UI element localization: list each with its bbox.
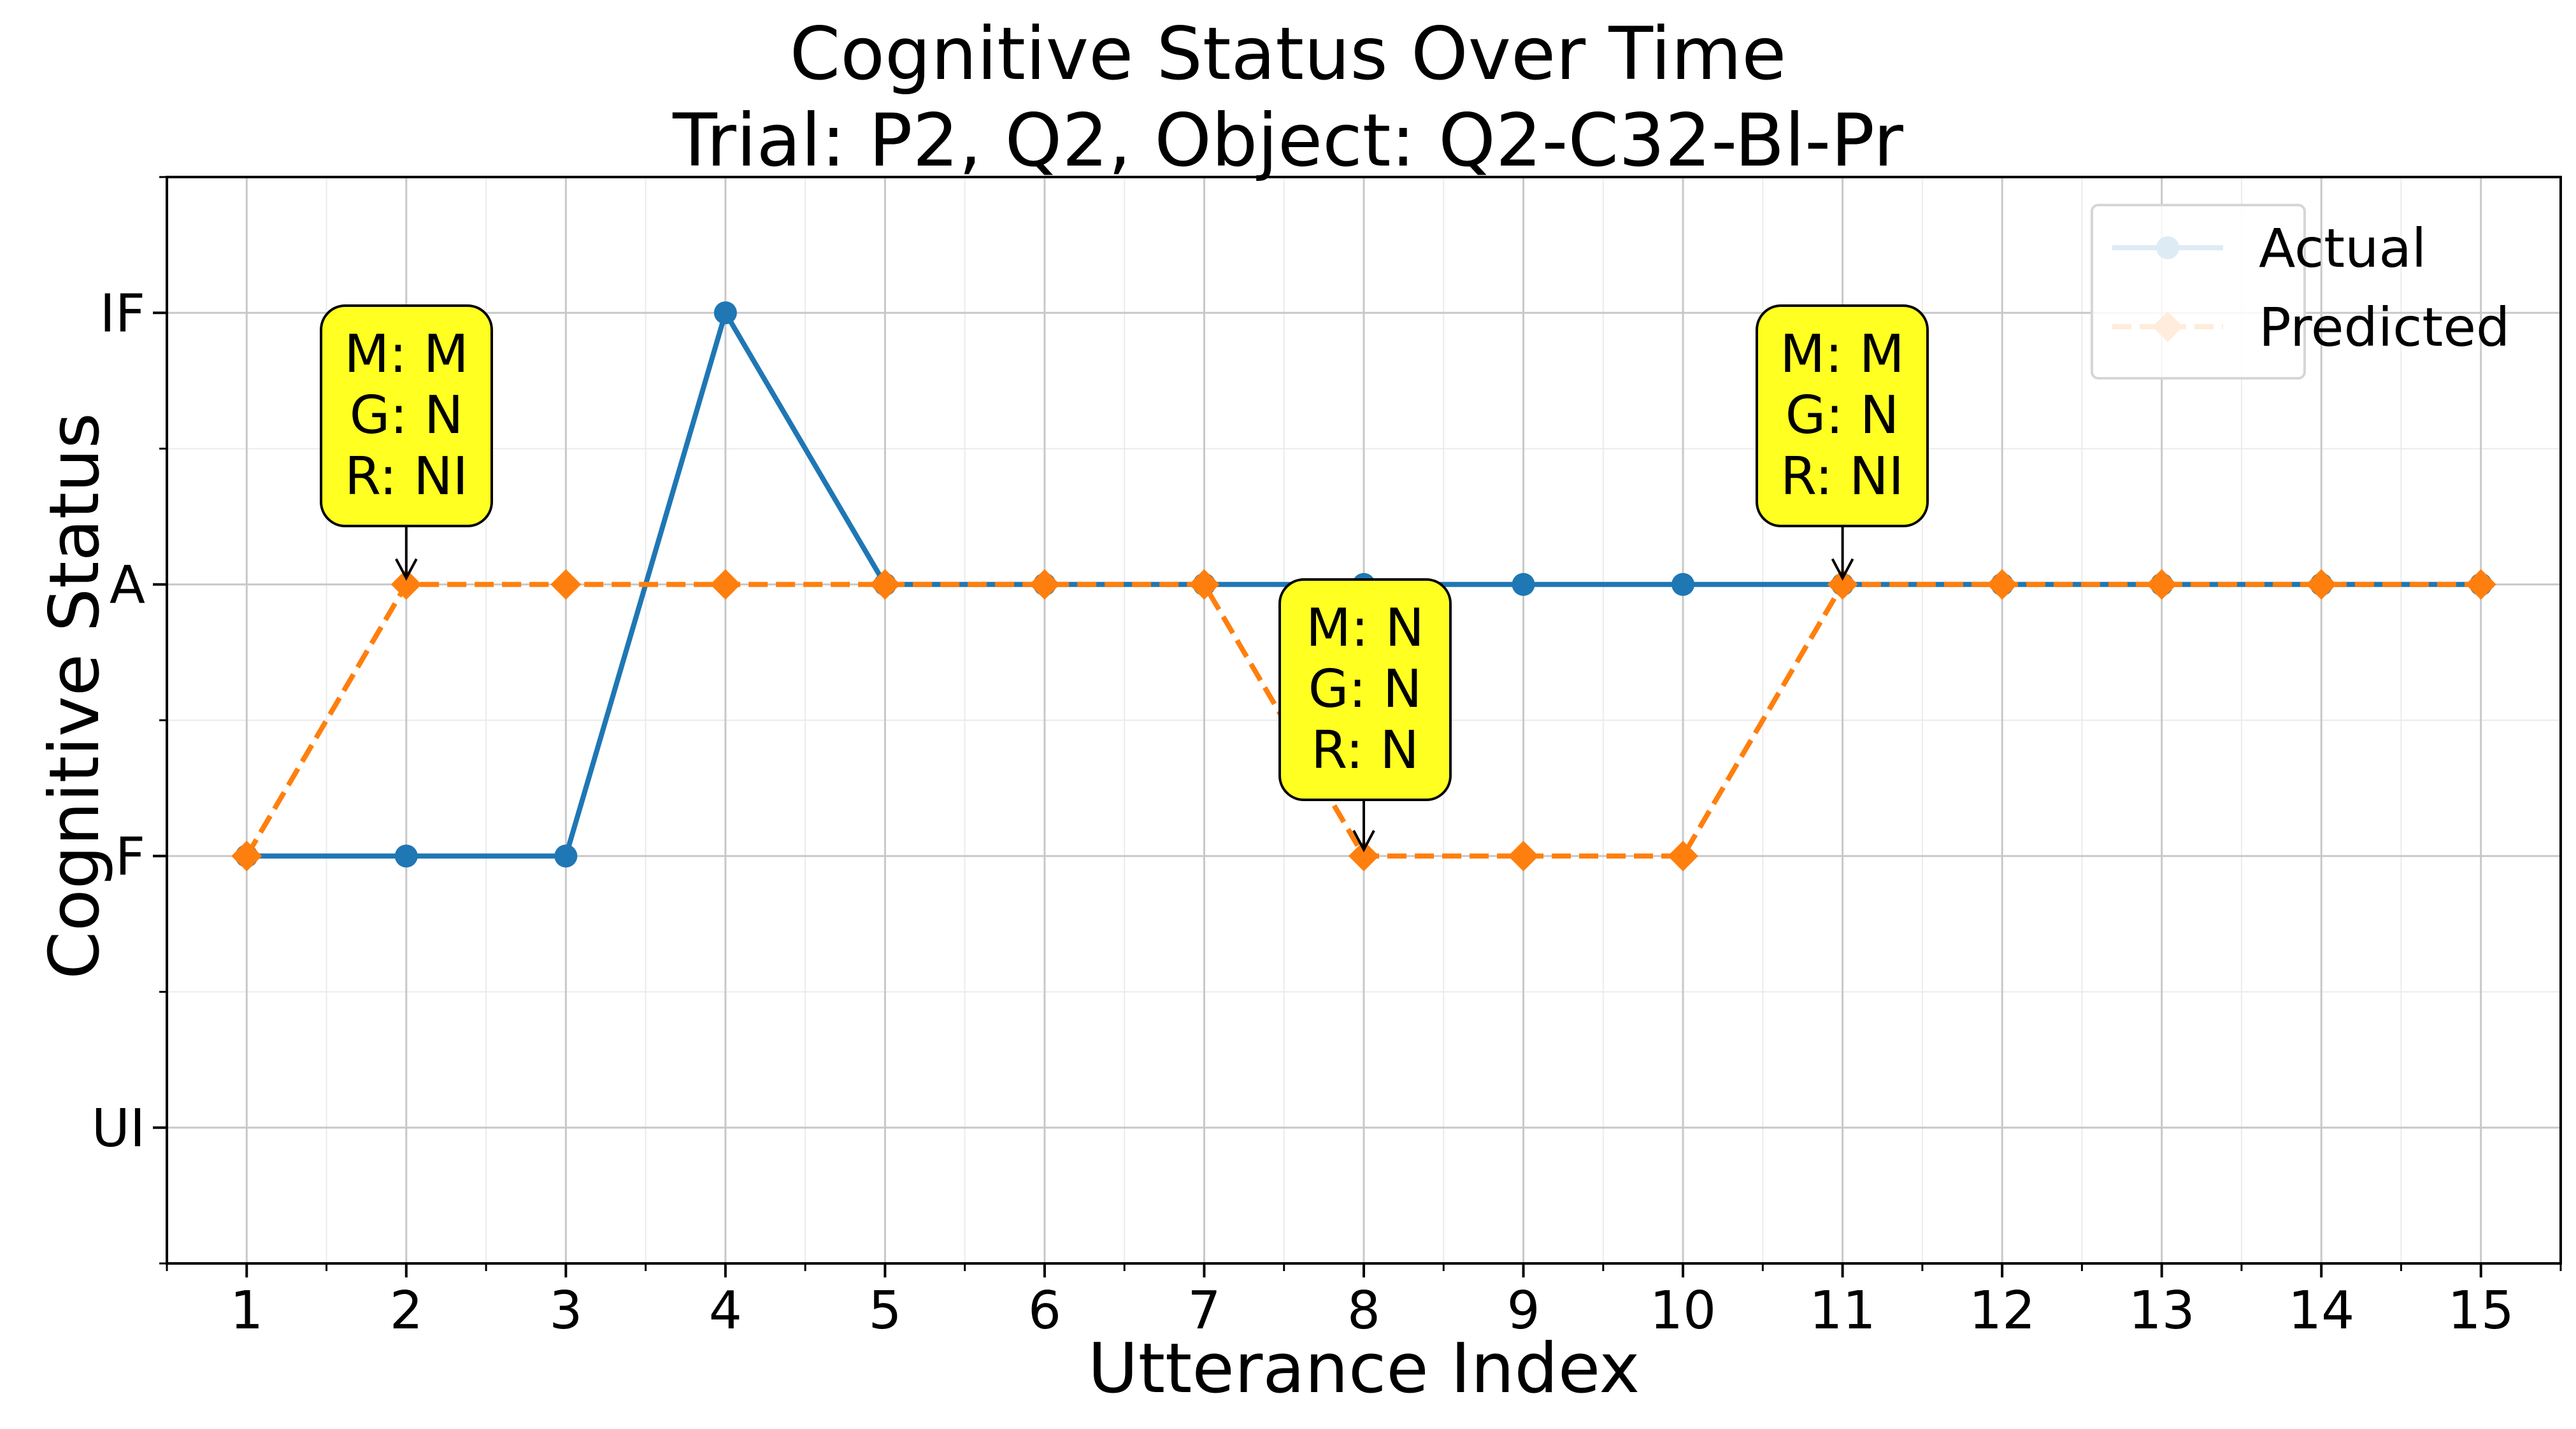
data-point-predicted [2306,569,2337,600]
data-point-actual [713,301,737,325]
x-tick-label: 4 [709,1281,742,1341]
data-point-actual [1671,572,1695,596]
annotation-arrow-head [395,558,418,581]
annotation-line: G: N [349,385,464,446]
annotation-line: M: N [1306,598,1424,658]
x-axis-label: Utterance Index [1087,1329,1640,1409]
annotation-line: R: NI [345,446,468,507]
legend: Actual Predicted [2091,204,2510,380]
data-point-predicted [390,569,422,600]
x-tick-label: 12 [1969,1281,2035,1341]
annotation-arrows [395,527,1854,853]
annotation-box-utterance-2: M: M G: N R: NI [320,304,493,527]
axis-ticks [153,176,2562,1277]
data-point-predicted [231,841,262,872]
data-point-predicted [1349,841,1379,872]
x-tick-label: 2 [390,1281,423,1341]
annotation-line: M: M [344,324,469,385]
x-tick-label: 8 [1347,1281,1380,1341]
data-point-predicted [869,569,901,600]
legend-label-actual: Actual [2259,217,2427,280]
chart-subtitle: Trial: P2, Q2, Object: Q2-C32-Bl-Pr [673,98,1903,183]
annotation-line: M: M [1780,324,1905,385]
y-tick-label: IF [100,283,145,344]
data-point-actual [1512,572,1535,596]
data-point-predicted [2146,569,2177,600]
chart-title: Cognitive Status Over Time [789,11,1787,96]
data-point-predicted [1508,841,1539,872]
y-tick-label: F [115,827,145,887]
data-point-predicted [1029,569,1060,600]
x-tick-label: 5 [868,1281,901,1341]
x-tick-label: 7 [1187,1281,1220,1341]
data-point-actual [394,844,418,868]
annotation-line: R: NI [1780,446,1904,507]
x-tick-label: 3 [549,1281,582,1341]
y-axis-label: Cognitive Status [35,413,115,979]
annotation-box-utterance-8: M: N G: N R: N [1278,578,1452,801]
x-tick-label: 6 [1028,1281,1061,1341]
data-point-predicted [1987,569,2018,600]
x-tick-label: 1 [230,1281,263,1341]
legend-label-predicted: Predicted [2259,296,2510,359]
series-layer [231,301,2496,872]
annotation-line: G: N [1785,385,1900,446]
y-tick-label: A [110,555,145,616]
x-tick-label: 14 [2288,1281,2354,1341]
x-tick-label: 10 [1650,1281,1716,1341]
annotation-box-utterance-11: M: M G: N R: NI [1756,304,1929,527]
data-point-actual [554,844,578,868]
data-point-predicted [1668,841,1699,872]
x-tick-label: 9 [1506,1281,1540,1341]
data-point-predicted [2465,569,2496,600]
x-tick-label: 15 [2448,1281,2514,1341]
x-tick-label: 11 [1809,1281,1875,1341]
data-point-predicted [550,569,582,600]
data-point-predicted [1827,569,1858,600]
annotation-line: G: N [1308,659,1422,720]
x-tick-label: 13 [2128,1281,2194,1341]
data-point-predicted [710,569,741,600]
data-point-predicted [1189,569,1220,600]
y-tick-label: UI [92,1098,145,1159]
annotation-arrow-head [1831,558,1854,581]
annotation-arrow-head [1352,830,1375,853]
annotation-line: R: N [1311,720,1419,781]
